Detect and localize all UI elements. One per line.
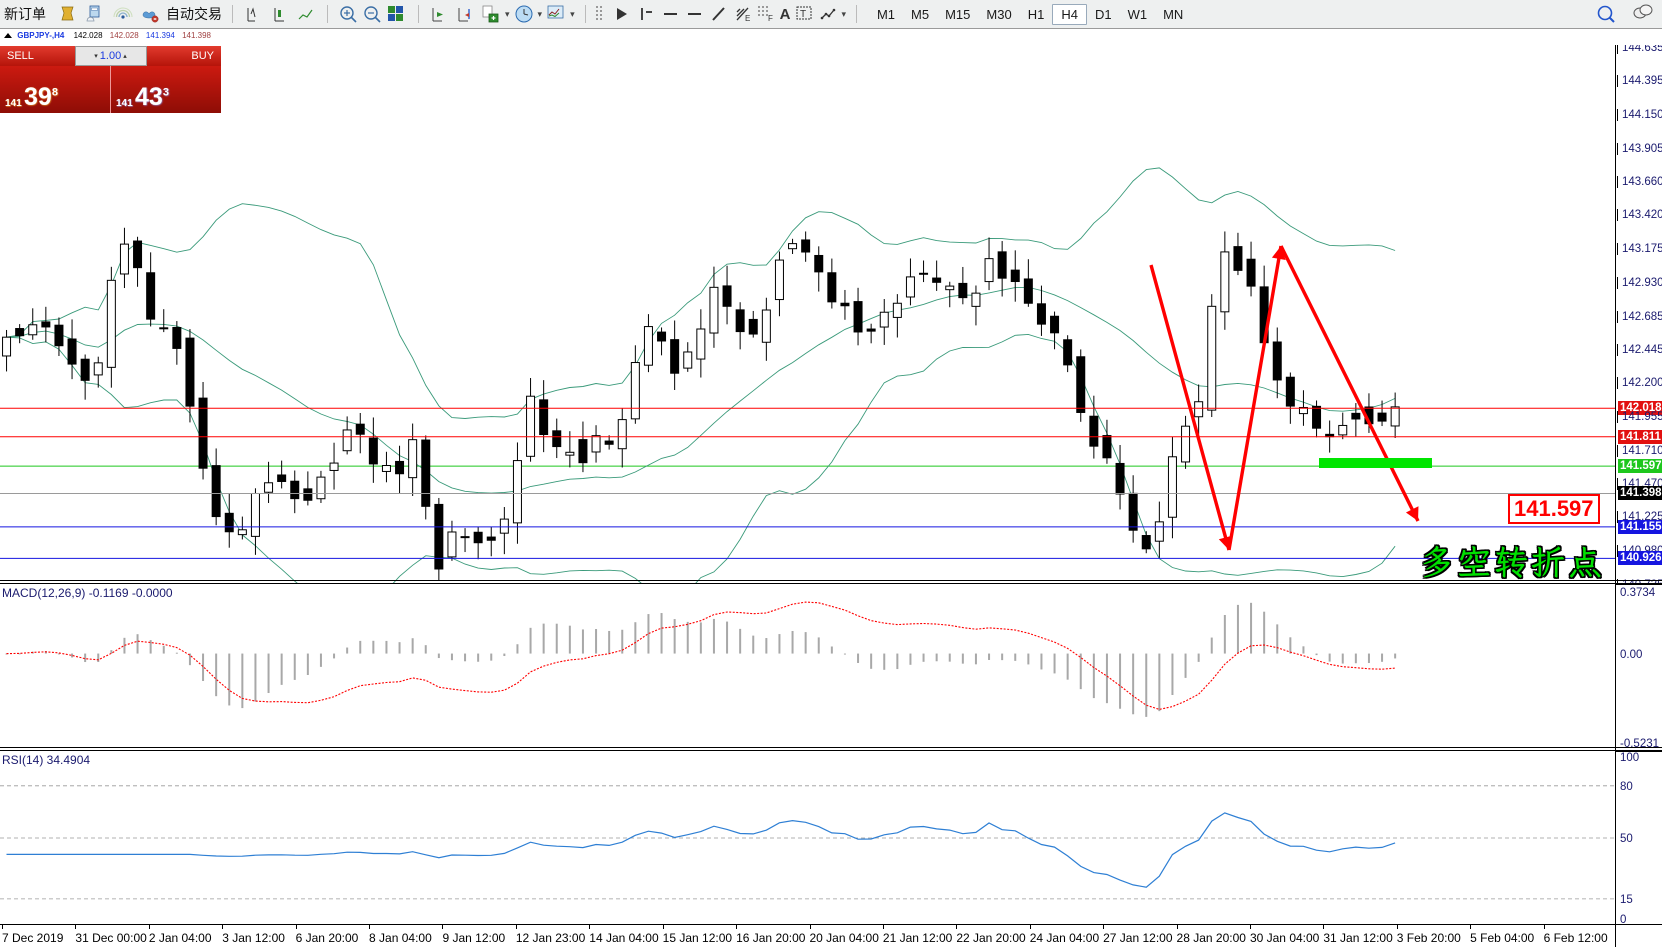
svg-text:E: E xyxy=(745,14,750,23)
svg-text:F: F xyxy=(768,14,773,23)
svg-text:T: T xyxy=(800,9,806,20)
